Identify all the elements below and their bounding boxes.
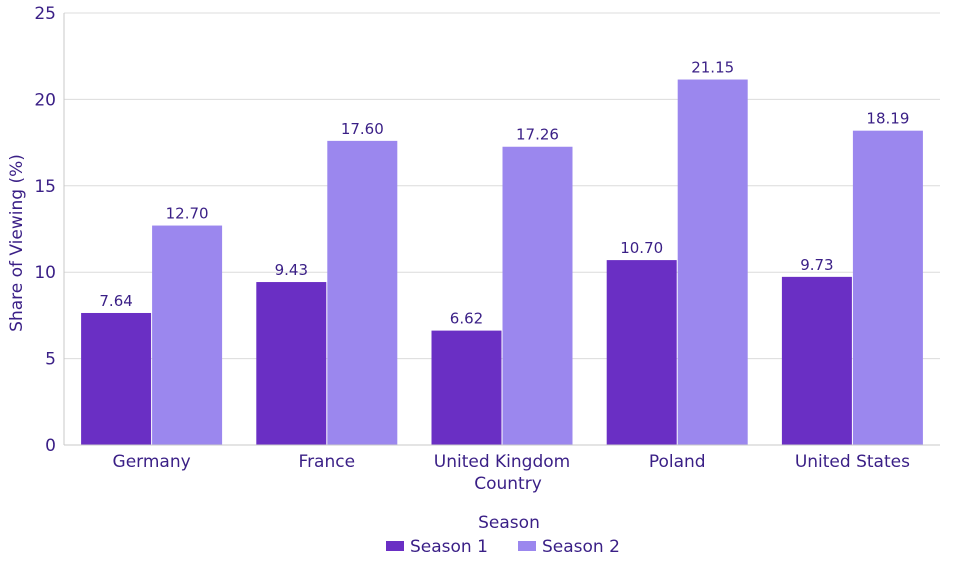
- legend-label-season-2: Season 2: [542, 537, 620, 557]
- data-labels: 7.64 12.70 9.43 17.60 6.62 17.26 10.70 21.15 9.7…: [99, 59, 909, 328]
- data-label: 18.19: [866, 110, 909, 128]
- bar-season-2-france: [327, 140, 398, 445]
- legend-title: Season: [478, 513, 540, 533]
- data-label: 7.64: [99, 292, 132, 310]
- data-label: 6.62: [450, 310, 483, 328]
- y-tick-label: 15: [34, 177, 56, 197]
- x-tick-label: France: [299, 452, 356, 472]
- x-tick-label: Poland: [649, 452, 706, 472]
- data-label: 21.15: [691, 59, 734, 77]
- bars: [81, 79, 923, 445]
- legend: Season 1 Season 2: [386, 537, 620, 557]
- bar-season-2-united-kingdom: [502, 146, 573, 445]
- data-label: 9.43: [275, 261, 308, 279]
- y-axis-title: Share of Viewing (%): [7, 154, 27, 332]
- data-label: 10.70: [620, 239, 663, 257]
- bar-season-1-germany: [81, 312, 152, 445]
- y-tick-label: 0: [45, 436, 56, 456]
- y-tick-labels: 0 5 10 15 20 25: [34, 4, 56, 456]
- x-axis-title: Country: [474, 474, 542, 494]
- data-label: 9.73: [800, 256, 833, 274]
- x-tick-labels: Germany France United Kingdom Poland United …: [113, 452, 911, 472]
- legend-swatch-season-1: [386, 541, 404, 551]
- bar-season-1-united-states: [781, 276, 852, 445]
- y-tick-label: 20: [34, 90, 56, 110]
- bar-season-2-poland: [677, 79, 748, 445]
- x-tick-label: United States: [795, 452, 910, 472]
- data-label: 17.60: [341, 120, 384, 138]
- y-tick-label: 25: [34, 4, 56, 24]
- bar-season-1-france: [256, 282, 327, 445]
- y-tick-label: 10: [34, 263, 56, 283]
- x-tick-label: Germany: [113, 452, 191, 472]
- legend-label-season-1: Season 1: [410, 537, 488, 557]
- data-label: 12.70: [166, 205, 209, 223]
- x-tick-label: United Kingdom: [434, 452, 570, 472]
- bar-season-2-germany: [152, 225, 223, 445]
- legend-swatch-season-2: [518, 541, 536, 551]
- bar-season-2-united-states: [852, 130, 923, 445]
- y-tick-label: 5: [45, 350, 56, 370]
- bar-season-1-united-kingdom: [431, 330, 502, 445]
- bar-season-1-poland: [606, 260, 677, 445]
- data-label: 17.26: [516, 126, 559, 144]
